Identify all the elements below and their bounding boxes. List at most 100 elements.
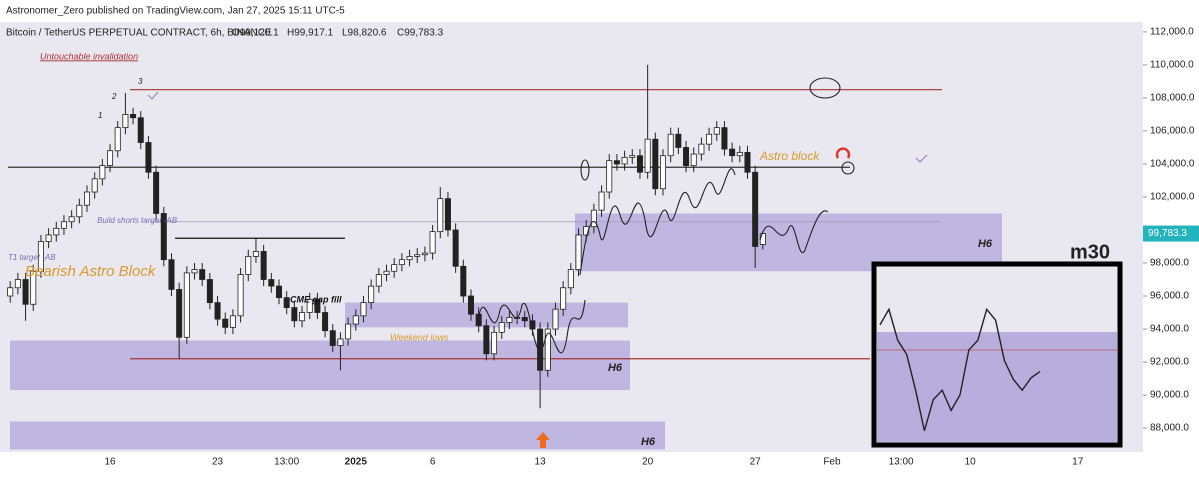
- candle-body: [199, 269, 206, 280]
- candle-body: [706, 133, 713, 145]
- candle-body: [322, 312, 329, 332]
- arrow-up: [536, 432, 550, 448]
- candle-body: [460, 265, 467, 297]
- candle-body: [107, 150, 114, 167]
- x-tick-label: 13:00: [889, 457, 914, 468]
- last-price-tag: [1143, 225, 1199, 242]
- candle-body: [137, 117, 144, 143]
- candle-body: [736, 152, 743, 157]
- candle-body: [245, 255, 252, 275]
- candle-body: [544, 328, 551, 371]
- candle-body: [30, 270, 37, 305]
- candle-body: [629, 155, 636, 158]
- candle-body: [744, 152, 751, 173]
- candle-body: [183, 272, 190, 338]
- candle-body: [552, 308, 559, 330]
- candle-body: [252, 251, 259, 257]
- y-tick-label: 102,000.0: [1150, 192, 1195, 203]
- y-tick-label: 88,000.0: [1150, 423, 1189, 434]
- y-tick-label: 104,000.0: [1150, 159, 1195, 170]
- candle-body: [675, 133, 682, 148]
- candle-body: [99, 165, 106, 180]
- annotation: Weekend lows: [390, 332, 449, 342]
- candle-body: [337, 338, 344, 346]
- candle-body: [391, 264, 398, 272]
- candle-body: [153, 171, 160, 214]
- x-tick-label: 16: [104, 457, 116, 468]
- annotation: Untouchable invalidation: [40, 51, 138, 61]
- candle-body: [721, 127, 728, 150]
- candle-body: [437, 198, 444, 233]
- candle-body: [314, 298, 321, 313]
- legend-title: Bitcoin / TetherUS PERPETUAL CONTRACT, 6…: [6, 28, 272, 39]
- projection: [477, 299, 586, 354]
- candle-body: [299, 312, 306, 322]
- candle-body: [260, 251, 267, 280]
- candle-body: [521, 317, 528, 322]
- candle-body: [352, 315, 359, 325]
- zone-label: H6: [641, 436, 656, 448]
- candle-body: [237, 274, 244, 317]
- candle-body: [268, 279, 275, 287]
- annotation: CME gap fill: [290, 294, 342, 304]
- candle-body: [752, 171, 759, 247]
- candle-body: [145, 142, 152, 173]
- candle-body: [406, 255, 413, 261]
- levels: [8, 89, 942, 360]
- candle-body: [483, 325, 490, 355]
- circle-mark: [809, 77, 841, 99]
- candle-body: [606, 160, 613, 193]
- candle-body: [60, 221, 67, 229]
- annotation: T1 target -AB: [8, 253, 56, 262]
- candle-body: [114, 127, 121, 152]
- check-mark: [915, 154, 928, 163]
- candle-body: [375, 274, 382, 287]
- candle-body: [329, 330, 336, 346]
- inset-line: [879, 307, 1041, 431]
- x-tick-label: 20: [642, 457, 654, 468]
- candle-body: [467, 295, 474, 315]
- candle-body: [45, 234, 52, 242]
- axes: 88,000.0 90,000.0 92,000.0 94,000.0 96,000.0…: [104, 27, 1199, 468]
- candle-body: [444, 198, 451, 231]
- candle-body: [621, 156, 628, 165]
- projection-drawings: [147, 77, 928, 354]
- candle-body: [398, 259, 405, 266]
- y-tick-label: 112,000.0: [1150, 27, 1194, 38]
- circle-mark: [841, 161, 855, 175]
- last-price-label: 99,783.3: [1148, 228, 1187, 239]
- check-mark: [147, 91, 159, 100]
- inset: m30: [871, 241, 1123, 448]
- candle-body: [729, 148, 736, 157]
- candle-body: [291, 307, 298, 322]
- candle-body: [491, 331, 498, 355]
- annotation: 3: [138, 77, 143, 86]
- x-tick-label: 10: [965, 457, 977, 468]
- projection: [579, 168, 736, 276]
- zone-label: H6: [978, 238, 993, 250]
- candle-body: [575, 234, 582, 271]
- candle-body: [306, 298, 313, 313]
- ohlc-label: C99,783.3: [397, 28, 444, 39]
- annotation: 2: [111, 92, 117, 101]
- y-tick-label: 98,000.0: [1150, 258, 1189, 269]
- annotation: Astro block: [759, 149, 820, 163]
- x-tick-label: 13: [535, 457, 547, 468]
- candle-body: [283, 297, 290, 308]
- candle-body: [567, 269, 574, 289]
- candle-body: [68, 216, 75, 223]
- candle-body: [660, 155, 667, 190]
- candle-body: [76, 204, 83, 218]
- candle-body: [560, 287, 567, 310]
- turn-mark: [835, 147, 851, 159]
- y-tick-label: 96,000.0: [1150, 291, 1189, 302]
- candle-body: [644, 138, 651, 173]
- inset-zone: [877, 332, 1117, 442]
- candle-body: [37, 241, 44, 272]
- x-tick-label: 2025: [345, 457, 368, 468]
- y-tick-label: 108,000.0: [1150, 93, 1195, 104]
- candle-body: [229, 315, 236, 328]
- projection: [759, 210, 829, 254]
- y-tick-label: 94,000.0: [1150, 324, 1189, 335]
